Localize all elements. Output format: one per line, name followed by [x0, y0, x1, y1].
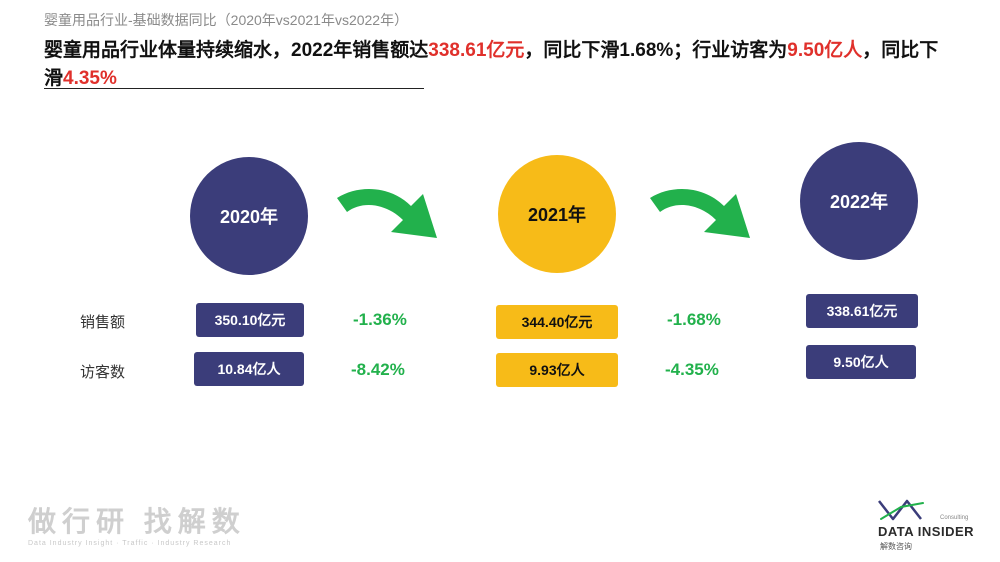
headline-underline: [44, 88, 424, 89]
arrow-2021-2022-icon: [650, 188, 750, 238]
brand-subline: Data Industry Insight · Traffic · Indust…: [28, 540, 232, 547]
headline-highlight-sales: 338.61亿元: [428, 40, 525, 61]
sales-value-2021: 344.40亿元: [496, 305, 618, 339]
visitors-value-2021: 9.93亿人: [496, 353, 618, 387]
row-label-sales: 销售额: [80, 314, 126, 331]
arrow-2020-2021-icon: [337, 188, 437, 238]
visitors-value-2020: 10.84亿人: [194, 352, 304, 386]
year-circle-2021: 2021年: [498, 155, 616, 273]
page-headline: 婴童用品行业体量持续缩水，2022年销售额达338.61亿元，同比下滑1.68%…: [44, 37, 944, 93]
headline-text-1: 婴童用品行业体量持续缩水，2022年销售额达: [44, 40, 429, 61]
visitors-value-2022: 9.50亿人: [806, 345, 916, 379]
headline-text-2: ，同比下滑1.68%；行业访客为: [524, 40, 788, 61]
sales-value-2022: 338.61亿元: [806, 294, 918, 328]
logo-consulting-text: Consulting: [940, 515, 969, 521]
year-label-2020: 2020年: [219, 207, 279, 227]
headline-highlight-visitors: 9.50亿人: [787, 40, 863, 61]
year-circle-2020: 2020年: [190, 157, 308, 275]
row-label-visitors: 访客数: [80, 364, 126, 381]
page-subtitle: 婴童用品行业-基础数据同比（2020年vs2021年vs2022年）: [44, 12, 409, 28]
sales-change-2022: -1.68%: [667, 310, 721, 329]
brand-slogan: 做行研 找解数: [28, 506, 246, 537]
logo-chinese-name: 解数咨询: [880, 542, 912, 551]
sales-change-2021: -1.36%: [353, 310, 407, 329]
headline-text-3: ，同比下滑: [44, 40, 939, 89]
visitors-change-2021: -8.42%: [351, 360, 405, 379]
year-label-2021: 2021年: [527, 205, 587, 225]
data-insider-logo-icon: [878, 499, 924, 521]
year-label-2022: 2022年: [829, 192, 889, 212]
headline-highlight-pct: 4.35%: [63, 68, 117, 89]
logo-name: DATA INSIDER: [878, 524, 975, 539]
sales-value-2020: 350.10亿元: [196, 303, 304, 337]
visitors-change-2022: -4.35%: [665, 360, 719, 379]
year-circle-2022: 2022年: [800, 142, 918, 260]
